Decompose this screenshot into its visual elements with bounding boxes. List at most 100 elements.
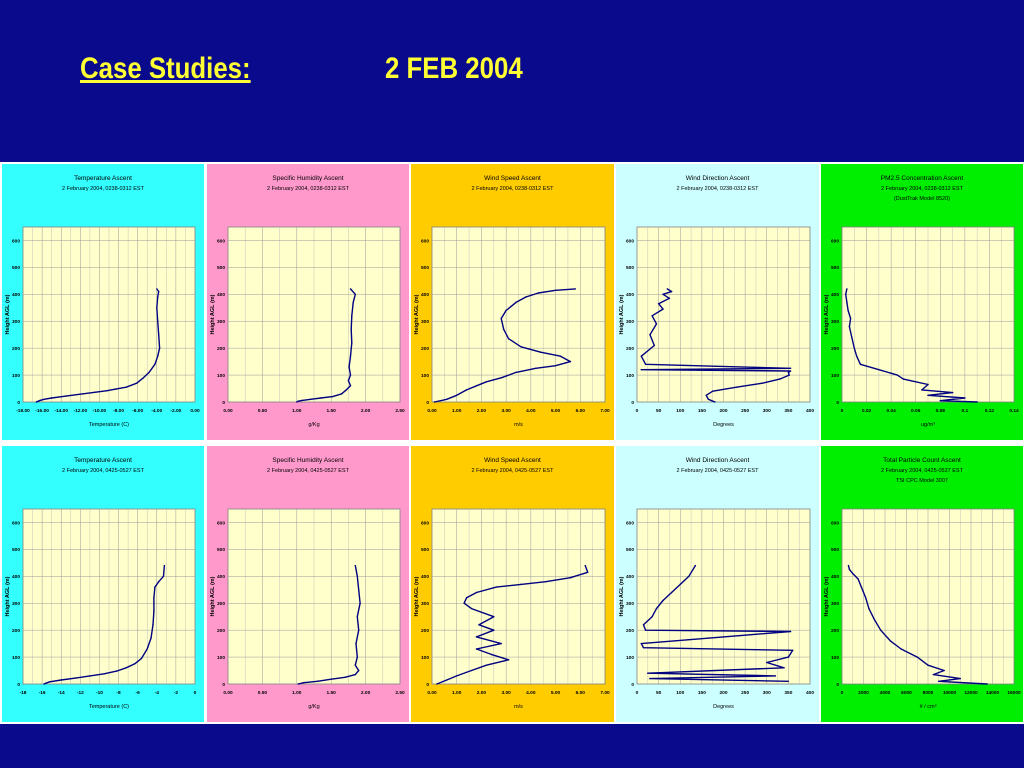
x-tick-label: 0.50 bbox=[258, 690, 268, 696]
data-point bbox=[714, 401, 716, 403]
title-date: 2 FEB 2004 bbox=[385, 52, 523, 85]
y-tick-label: 100 bbox=[217, 655, 225, 661]
x-tick-label: 0.04 bbox=[886, 408, 896, 414]
data-point bbox=[574, 288, 577, 290]
data-point bbox=[154, 586, 156, 588]
x-tick-label: -10 bbox=[96, 690, 103, 696]
x-tick-label: 6.00 bbox=[576, 690, 586, 696]
data-point bbox=[152, 624, 154, 626]
data-point bbox=[309, 398, 312, 401]
data-point bbox=[65, 395, 67, 397]
y-tick-label: 400 bbox=[12, 574, 20, 580]
data-point bbox=[140, 657, 143, 660]
data-point bbox=[331, 395, 334, 398]
x-axis-label: m/s bbox=[514, 422, 523, 428]
data-point bbox=[485, 381, 488, 383]
x-tick-label: 0.14 bbox=[1009, 408, 1019, 414]
chart-subtitle-2: (DustTrak Model 8520) bbox=[894, 196, 950, 202]
y-tick-label: 300 bbox=[421, 601, 429, 607]
data-point bbox=[463, 602, 465, 604]
y-tick-label: 400 bbox=[217, 292, 225, 298]
data-point bbox=[351, 342, 353, 344]
data-point bbox=[157, 355, 159, 357]
chart-svg: Total Particle Count Ascent 2 February 20… bbox=[824, 457, 1021, 710]
y-axis-label: Height AGL (m) bbox=[210, 294, 216, 334]
data-point bbox=[142, 377, 145, 379]
x-tick-label: 1.50 bbox=[327, 690, 337, 696]
data-point bbox=[114, 388, 117, 390]
y-tick-label: 300 bbox=[626, 319, 634, 325]
chart-panel: Temperature Ascent 2 February 2004, 0238-… bbox=[2, 164, 204, 440]
data-point bbox=[554, 289, 557, 291]
x-axis-label: Temperature (C) bbox=[89, 704, 129, 710]
data-point bbox=[37, 400, 39, 402]
data-point bbox=[349, 288, 352, 290]
x-tick-label: -14 bbox=[58, 690, 65, 696]
data-point bbox=[157, 296, 159, 298]
chart-subtitle: 2 February 2004, 0238-0312 EST bbox=[267, 186, 350, 192]
data-point bbox=[515, 371, 517, 374]
chart-svg: Wind Direction Ascent 2 February 2004, 04… bbox=[619, 457, 814, 710]
chart-panel: Wind Speed Ascent 2 February 2004, 0238-0… bbox=[411, 164, 614, 440]
x-tick-label: 0 bbox=[636, 408, 639, 414]
data-point bbox=[43, 683, 45, 685]
x-tick-label: 300 bbox=[763, 408, 771, 414]
data-point bbox=[848, 568, 851, 571]
data-point bbox=[157, 333, 160, 336]
chart-svg: Wind Direction Ascent 2 February 2004, 02… bbox=[619, 175, 814, 428]
data-point bbox=[354, 293, 356, 296]
data-point bbox=[351, 315, 353, 317]
data-point bbox=[964, 397, 966, 399]
y-axis-label: Height AGL (m) bbox=[824, 576, 830, 616]
chart-svg: Wind Speed Ascent 2 February 2004, 0238-0… bbox=[414, 175, 610, 428]
data-point bbox=[788, 374, 790, 376]
x-tick-label: 2.50 bbox=[395, 690, 405, 696]
chart-svg: Temperature Ascent 2 February 2004, 0425-… bbox=[5, 457, 197, 710]
x-tick-label: 14000 bbox=[986, 690, 1000, 696]
y-tick-label: 300 bbox=[626, 601, 634, 607]
data-point bbox=[475, 385, 478, 387]
chart-title: Wind Direction Ascent bbox=[686, 457, 750, 464]
data-point bbox=[148, 371, 150, 374]
data-point bbox=[485, 664, 488, 666]
data-point bbox=[136, 382, 138, 384]
series-line bbox=[298, 565, 361, 685]
chart-subtitle: 2 February 2004, 0425-0527 EST bbox=[881, 468, 964, 474]
data-point bbox=[569, 576, 572, 579]
data-point bbox=[359, 602, 361, 604]
data-point bbox=[761, 382, 764, 384]
data-point bbox=[848, 325, 851, 328]
data-point bbox=[150, 637, 152, 639]
x-tick-label: 1.00 bbox=[452, 690, 462, 696]
y-tick-label: 100 bbox=[421, 373, 429, 379]
y-tick-label: 400 bbox=[831, 292, 839, 298]
data-point bbox=[880, 629, 882, 631]
data-point bbox=[125, 667, 127, 669]
chart-subtitle: 2 February 2004, 0425-0527 EST bbox=[472, 468, 555, 474]
data-point bbox=[115, 670, 118, 672]
series-line bbox=[845, 288, 978, 403]
data-point bbox=[350, 328, 352, 331]
data-point bbox=[125, 386, 127, 388]
data-point bbox=[495, 586, 497, 588]
x-tick-label: 0 bbox=[841, 690, 844, 696]
chart-subtitle: 2 February 2004, 0425-0527 EST bbox=[677, 468, 760, 474]
data-point bbox=[106, 389, 108, 392]
x-tick-label: 350 bbox=[784, 690, 792, 696]
data-point bbox=[679, 583, 681, 586]
data-point bbox=[640, 368, 643, 371]
data-point bbox=[502, 328, 505, 331]
data-point bbox=[787, 371, 790, 374]
x-tick-label: 100 bbox=[676, 690, 684, 696]
data-point bbox=[157, 290, 160, 293]
data-point bbox=[39, 399, 41, 402]
y-tick-label: 400 bbox=[626, 292, 634, 298]
chart-panel: Temperature Ascent 2 February 2004, 0425-… bbox=[2, 446, 204, 722]
x-tick-label: -2 bbox=[174, 690, 179, 696]
y-tick-label: 0 bbox=[631, 400, 634, 406]
chart-panel: PM2.5 Concentration Ascent 2 February 200… bbox=[821, 164, 1023, 440]
x-tick-label: -18.00 bbox=[16, 408, 30, 414]
data-point bbox=[688, 575, 690, 578]
x-tick-label: 0 bbox=[194, 690, 197, 696]
data-point bbox=[456, 675, 458, 677]
